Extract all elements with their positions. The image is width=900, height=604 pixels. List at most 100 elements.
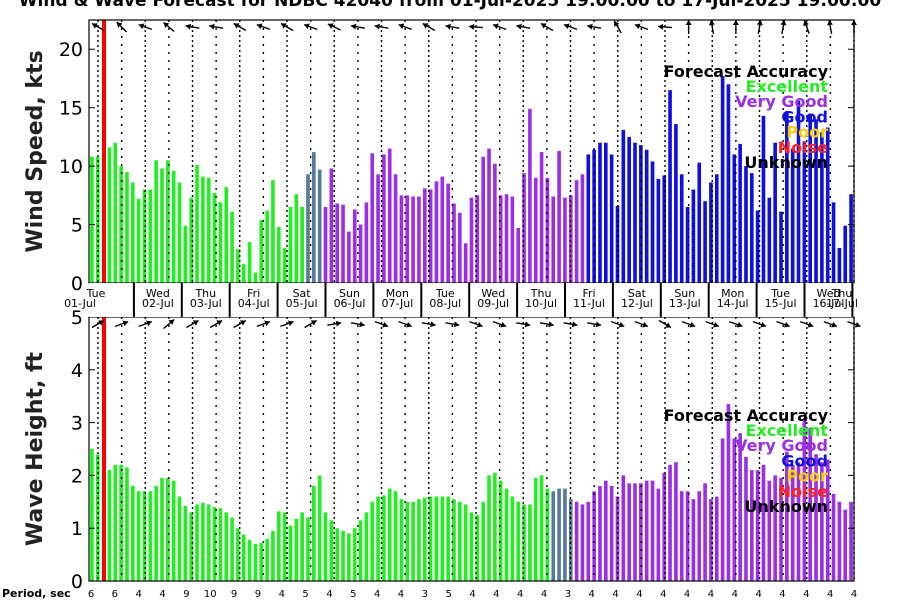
period-value: 4 [517, 589, 523, 600]
wave-bar [551, 491, 556, 581]
wave-bar [271, 530, 275, 581]
wind-bar [528, 108, 532, 283]
period-value: 4 [469, 589, 475, 600]
wave-bar [498, 480, 503, 581]
wave-direction-arrow [776, 320, 790, 328]
wave-bar [568, 499, 573, 581]
wave-bar [218, 508, 223, 581]
wave-direction-arrow [516, 321, 531, 328]
wave-direction-arrow [374, 320, 389, 328]
wave-direction-arrow [492, 320, 507, 328]
wind-bar [551, 196, 556, 283]
wave-bar [125, 467, 129, 581]
wind-bar [282, 247, 287, 283]
wind-bar [171, 170, 176, 283]
legend-item-label: Excellent [746, 77, 829, 96]
wave-bar [633, 483, 637, 581]
wind-bar [428, 189, 433, 283]
wind-bar [557, 150, 561, 283]
wave-y-tick-label: 4 [71, 360, 83, 382]
date-label: 04-Jul [238, 297, 270, 310]
wind-direction-arrow [732, 20, 739, 34]
day-of-week-label: Mon [721, 287, 744, 300]
wave-bar [171, 480, 176, 581]
legend-title: Forecast Accuracy [664, 62, 829, 81]
wave-bar [440, 496, 445, 581]
wave-y-axis-label: Wave Height, ft [23, 351, 48, 546]
wind-bar [306, 174, 310, 283]
wind-bar [808, 113, 813, 283]
wave-bar [434, 496, 439, 581]
wave-y-tick-label: 0 [71, 571, 83, 593]
wave-direction-arrow [681, 320, 696, 328]
day-of-week-label: Mon [386, 287, 409, 300]
date-label: 01-Jul [64, 297, 96, 310]
wave-bar [90, 449, 94, 581]
date-label: 15-Jul [765, 297, 797, 310]
wave-bar [206, 504, 211, 581]
wave-bar [317, 475, 322, 581]
wave-bar [627, 483, 631, 581]
day-of-week-label: Fri [247, 287, 260, 300]
day-of-week-label: Sat [628, 287, 647, 300]
wave-bar [113, 464, 118, 581]
wave-bar [639, 483, 643, 581]
wind-direction-arrow [657, 23, 673, 30]
wind-bar [177, 182, 182, 283]
wave-bar [510, 496, 515, 581]
wind-bar [341, 204, 345, 283]
wave-bar [843, 509, 848, 581]
wave-bar [376, 496, 380, 581]
wind-bar [206, 177, 211, 283]
wave-bar [750, 470, 754, 581]
wind-bar [452, 203, 456, 283]
day-of-week-label: Tue [770, 287, 790, 300]
period-value: 4 [660, 589, 666, 600]
wind-bar [779, 211, 783, 283]
wave-bar [609, 485, 614, 581]
period-value: 9 [231, 589, 237, 600]
period-value: 4 [612, 589, 618, 600]
wind-bar [271, 180, 275, 283]
period-value: 9 [255, 589, 261, 600]
legend-item-label: Noise [778, 138, 828, 157]
legend-item-label: Noise [778, 482, 828, 501]
wind-direction-arrow [163, 21, 175, 33]
wave-direction-arrow [327, 320, 342, 327]
wind-bar [621, 129, 626, 283]
legend-item-label: Very Good [735, 436, 828, 455]
wave-bar [458, 501, 462, 581]
wind-bar [236, 249, 240, 283]
wave-bar [802, 419, 807, 581]
wave-bar [732, 438, 737, 581]
wave-direction-arrow [304, 319, 318, 329]
wave-bar [399, 499, 404, 581]
wind-bar [662, 175, 667, 283]
wind-bar [376, 174, 380, 283]
wave-bar [697, 491, 702, 581]
wind-direction-arrow [468, 23, 484, 30]
wave-bar [761, 464, 766, 581]
legend-item-label: Good [781, 451, 828, 470]
period-value: 4 [493, 589, 499, 600]
wind-bar [148, 189, 153, 283]
wave-bar [130, 485, 135, 581]
legend-item-label: Poor [786, 123, 828, 142]
wave-bar [685, 491, 690, 581]
wind-bar [650, 161, 655, 283]
wind-bar [481, 156, 485, 283]
period-axis: Period, sec 6 6 4 4 9 10 9 9 4 5 4 5 4 4 3 5 4 4 4 4 3 4 4 4 4 4 4… [2, 587, 857, 600]
period-value: 10 [204, 589, 217, 600]
wind-direction-arrow [185, 23, 200, 30]
wind-bar [189, 197, 193, 283]
wind-direction-arrow [851, 20, 857, 34]
date-label: 11-Jul [573, 297, 605, 310]
wind-bar [288, 207, 293, 283]
wind-bar [615, 205, 620, 283]
wave-bar [148, 491, 153, 581]
wave-bar [306, 517, 310, 581]
day-of-week-label: Wed [817, 287, 841, 300]
wave-bar [312, 485, 316, 581]
